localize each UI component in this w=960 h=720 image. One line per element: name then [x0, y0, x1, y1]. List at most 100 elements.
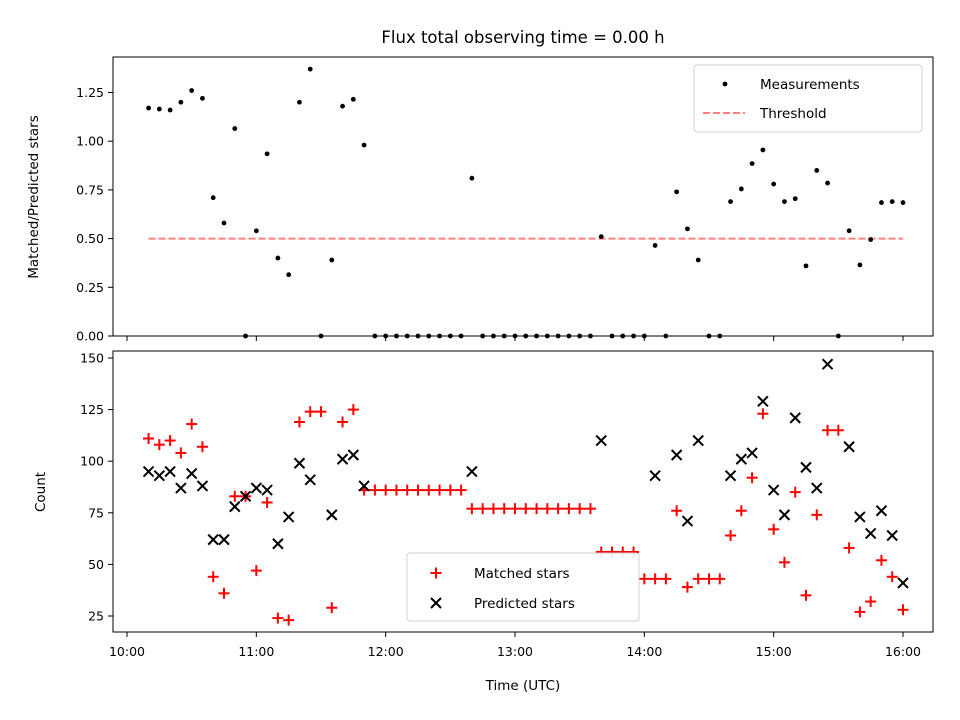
measurement-point — [674, 189, 680, 195]
matched-star-point — [434, 484, 446, 496]
matched-star-point — [477, 503, 489, 515]
legend-ratio: Measurements Threshold — [693, 64, 923, 133]
matched-star-point — [444, 484, 456, 496]
panel-count: 25 50 75 100 125 150 10:00 11:00 12:00 13:00 14:0… — [33, 350, 934, 694]
matched-star-point — [778, 556, 790, 568]
measurement-point — [900, 200, 906, 205]
measurement-point — [868, 237, 874, 242]
measurement-point — [598, 234, 604, 240]
y-tick-ratio: 0.00 — [76, 329, 113, 344]
measurement-point — [189, 88, 195, 93]
x-tick-count: 14:00 — [626, 632, 662, 659]
matched-star-point — [412, 484, 424, 496]
matched-star-point — [164, 435, 176, 447]
measurement-point — [307, 66, 313, 72]
measurement-point — [264, 151, 270, 157]
matched-star-point — [153, 439, 165, 451]
y-tick-label-count: 25 — [88, 609, 104, 624]
matched-star-point — [261, 496, 273, 508]
measurement-point — [200, 95, 205, 101]
predicted-star-point — [164, 465, 176, 478]
measurement-point — [232, 126, 238, 131]
matched-star-point — [455, 484, 467, 496]
measurement-point — [297, 99, 302, 105]
matched-star-point — [725, 530, 737, 542]
matched-star-point — [369, 484, 381, 496]
measurement-point — [846, 228, 852, 234]
matched-star-point — [735, 505, 747, 517]
y-tick-ratio: 1.00 — [76, 134, 113, 149]
matched-star-point — [660, 573, 672, 585]
y-axis-count: 25 50 75 100 125 150 — [80, 351, 113, 624]
matched-star-point — [875, 554, 887, 566]
predicted-star-point — [358, 480, 370, 492]
predicted-star-point — [239, 490, 252, 502]
predicted-star-point — [595, 434, 607, 447]
y-tick-label-count: 125 — [80, 402, 104, 417]
predicted-star-point — [767, 484, 780, 496]
measurement-point — [286, 272, 292, 278]
x-axis-label-count: Time (UTC) — [485, 678, 561, 694]
predicted-star-point — [336, 453, 349, 465]
matched-star-point — [746, 472, 758, 484]
legend-label-matched: Matched stars — [474, 566, 570, 582]
predicted-star-point — [304, 474, 316, 486]
predicted-star-point — [196, 480, 209, 492]
y-axis-ratio: 0.00 0.25 0.50 0.75 1.00 1.25 — [76, 85, 113, 344]
y-tick-ratio: 0.75 — [76, 182, 113, 197]
y-tick-ratio: 1.25 — [76, 85, 113, 100]
y-tick-count: 75 — [88, 505, 113, 520]
measurement-point — [329, 257, 335, 263]
y-axis-label-count: Count — [33, 472, 49, 512]
matched-star-point — [897, 604, 909, 616]
predicted-star-point — [821, 358, 834, 370]
matched-star-point — [207, 571, 219, 583]
y-tick-label-count: 150 — [80, 351, 104, 366]
measurement-point — [695, 257, 701, 263]
predicted-star-point — [670, 449, 683, 461]
x-tick-label-count: 13:00 — [497, 644, 533, 659]
measurement-point — [275, 255, 281, 261]
y-tick-label-count: 50 — [88, 557, 104, 572]
predicted-star-point — [789, 412, 801, 424]
x-tick-label-count: 10:00 — [109, 644, 145, 659]
matched-star-point — [681, 581, 693, 593]
x-tick-count: 11:00 — [238, 632, 274, 659]
matched-star-point — [293, 416, 305, 428]
predicted-star-point — [293, 457, 306, 469]
matched-star-point — [520, 503, 532, 515]
matched-star-point — [466, 503, 478, 515]
matched-star-point — [789, 486, 801, 498]
predicted-star-point — [692, 434, 704, 447]
matched-star-point — [552, 503, 564, 515]
x-tick-label-count: 16:00 — [885, 644, 921, 659]
measurement-point — [889, 199, 895, 204]
y-tick-ratio: 0.50 — [76, 231, 113, 246]
axes-frame-count — [112, 350, 934, 633]
y-tick-label-ratio: 0.75 — [76, 182, 104, 197]
y-tick-label-ratio: 0.50 — [76, 231, 104, 246]
measurement-point — [210, 195, 216, 201]
matched-star-point — [304, 406, 316, 418]
measurement-point — [350, 96, 356, 102]
legend-frame-ratio — [693, 64, 923, 133]
measurement-point — [178, 99, 184, 105]
measurement-point — [167, 107, 173, 113]
measurement-point — [879, 200, 884, 205]
y-tick-label-count: 75 — [88, 505, 104, 520]
y-tick-label-ratio: 1.25 — [76, 85, 104, 100]
x-tick-count: 13:00 — [497, 632, 533, 659]
x-tick-label-count: 14:00 — [626, 644, 662, 659]
predicted-star-point — [886, 529, 898, 542]
legend-label-measurements: Measurements — [760, 77, 860, 93]
predicted-star-point — [649, 469, 661, 482]
matched-star-point — [714, 573, 726, 585]
predicted-star-point — [282, 511, 295, 523]
legend-marker-predicted — [430, 597, 442, 609]
matched-star-point — [563, 503, 575, 515]
matched-star-point — [250, 565, 262, 577]
matched-star-point — [638, 573, 650, 585]
matched-star-point — [175, 447, 187, 459]
matched-star-point — [584, 503, 596, 515]
